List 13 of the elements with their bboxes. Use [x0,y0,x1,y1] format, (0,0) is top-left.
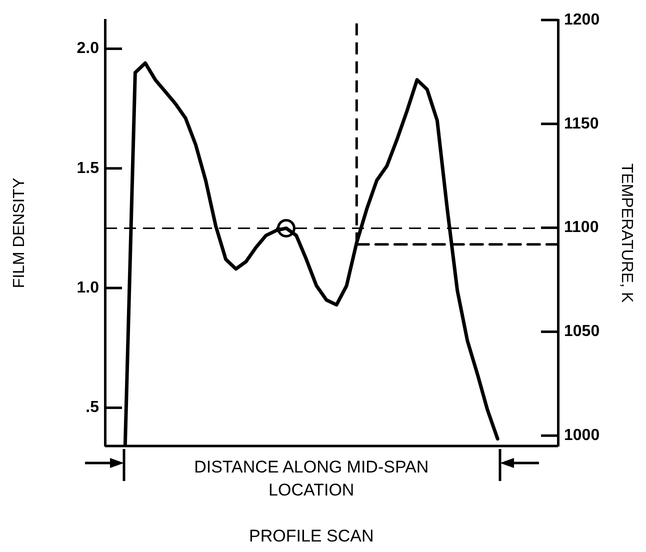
y2-tick-label: 1000 [564,427,600,444]
y2-tick-label: 1150 [564,115,599,132]
y2-tick-label: 1100 [564,219,599,236]
y-tick-label: 1.0 [76,279,100,296]
y-tick-label: 2.0 [76,40,100,58]
text: DISTANCE ALONG MID-SPAN LOCATION [194,458,429,500]
y-axis-title: FILM DENSITY [11,178,28,288]
y-tick-label: 1.5 [76,160,100,177]
y-tick-label: .5 [86,399,100,416]
y2-tick-label: 1200 [564,11,600,28]
y2-tick-label: 1050 [564,323,600,340]
x-axis-title: PROFILE SCAN [249,526,374,546]
y2-axis-title: TEMPERATURE, K [618,163,635,303]
